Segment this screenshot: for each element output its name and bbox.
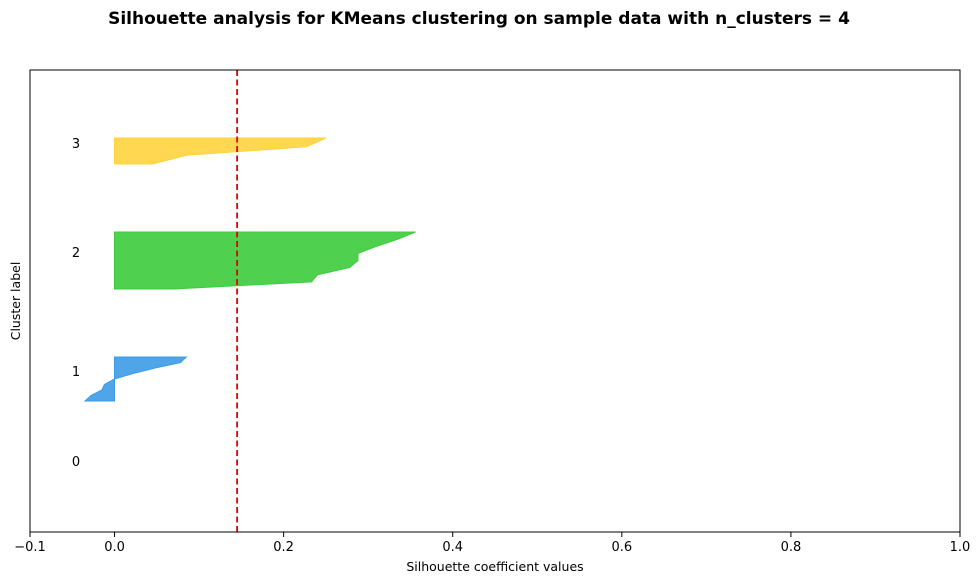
x-tick-label: 1.0: [950, 540, 971, 555]
x-axis-label: Silhouette coefficient values: [406, 559, 583, 574]
x-tick-label: 0.0: [104, 540, 125, 555]
cluster-label-1: 1: [72, 365, 80, 380]
x-tick-label: 0.8: [781, 540, 802, 555]
silhouette-area-cluster-3: [114, 137, 327, 165]
silhouette-area-cluster-1: [83, 356, 188, 402]
cluster-label-2: 2: [72, 246, 80, 261]
plot-frame: [29, 69, 961, 533]
cluster-label-3: 3: [72, 137, 80, 152]
x-tick-label: 0.6: [611, 540, 632, 555]
x-axis-ticks: −0.1 0.0 0.2 0.4 0.6 0.8 1.0: [14, 532, 970, 555]
x-tick-label: −0.1: [14, 540, 46, 555]
cluster-labels: 0 1 2 3: [72, 137, 80, 470]
plot-area: [83, 70, 416, 532]
cluster-label-0: 0: [72, 455, 80, 470]
x-tick-label: 0.4: [442, 540, 463, 555]
chart-title: Silhouette analysis for KMeans clusterin…: [108, 9, 850, 29]
silhouette-area-cluster-2: [114, 231, 416, 290]
y-axis-label: Cluster label: [8, 262, 23, 341]
x-tick-label: 0.2: [273, 540, 294, 555]
